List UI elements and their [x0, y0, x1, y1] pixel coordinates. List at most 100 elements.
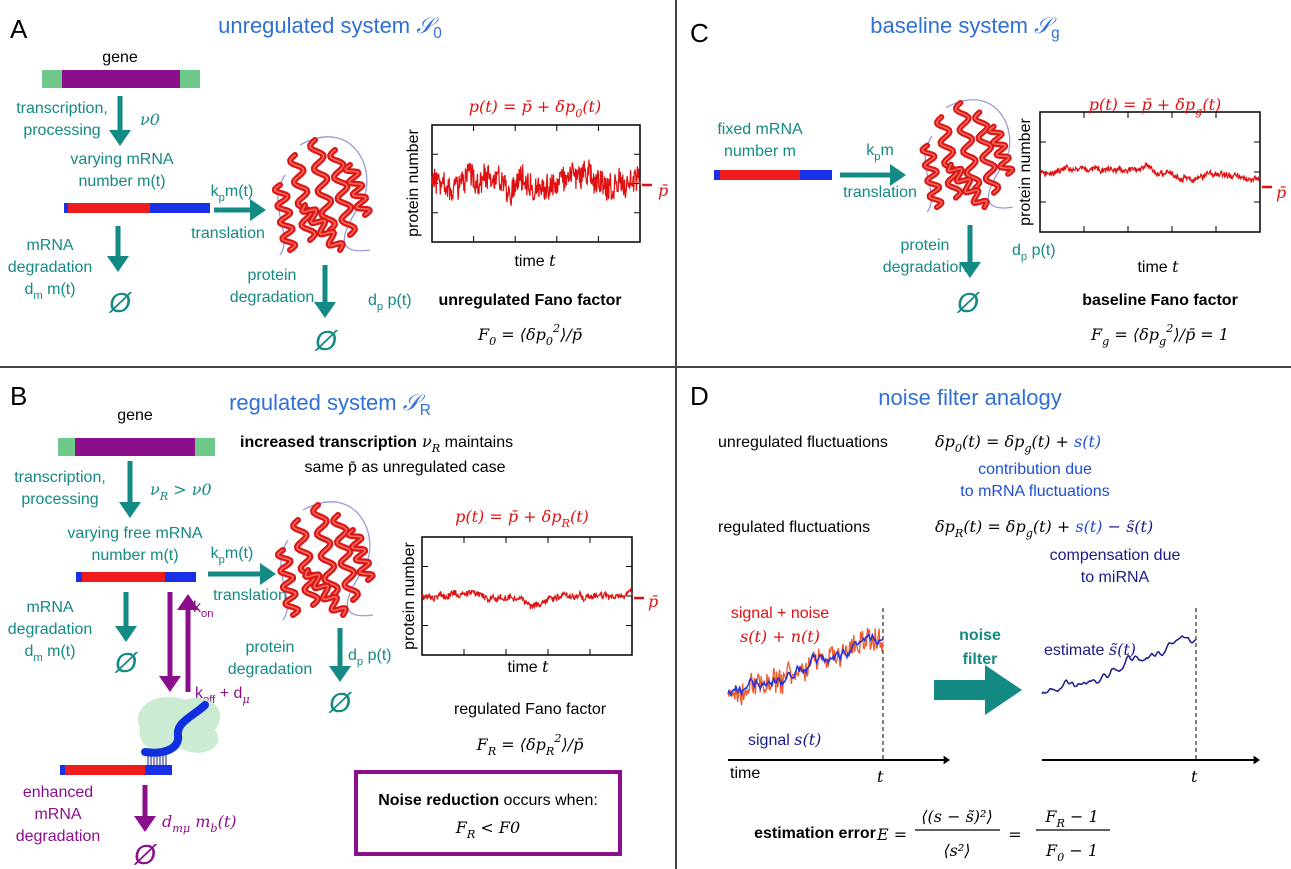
- sequence-segment: [145, 765, 172, 775]
- math-part: ⟩/p̄ = 1: [1172, 325, 1229, 344]
- math-label: ⟨(s − s̃)²⟩: [921, 807, 992, 826]
- protein-helix-shade: [988, 125, 1014, 175]
- fano-title: regulated Fano factor: [454, 701, 607, 718]
- math-part: F: [455, 818, 468, 837]
- protein-helix-shade: [274, 184, 296, 251]
- math-part: (t) = δp: [962, 432, 1024, 451]
- label: enhanced: [23, 784, 93, 801]
- math-part: ⟩/p̄: [560, 735, 583, 754]
- label: degradation: [230, 289, 315, 306]
- math-label: FR − 1: [1044, 807, 1098, 830]
- protein-helix-shade: [289, 154, 316, 241]
- label: regulated fluctuations: [718, 519, 870, 536]
- math-label: kpm(t): [211, 183, 254, 204]
- pbar-label: p̄: [1276, 183, 1286, 202]
- math-part: R: [420, 402, 431, 419]
- axis-label: protein number: [401, 542, 418, 650]
- panel-letter: D: [690, 381, 709, 411]
- label: same p̄ as unregulated case: [304, 459, 505, 476]
- math-part: g: [1026, 527, 1033, 540]
- math-part: 0: [150, 110, 160, 129]
- math-part: p(t): [1027, 242, 1055, 259]
- arrow-head: [314, 302, 336, 318]
- protein-helix-shade: [312, 504, 339, 596]
- protein-helix-shade: [947, 163, 988, 209]
- math-part: k: [211, 183, 220, 200]
- protein-helix-shade: [304, 569, 347, 616]
- signal: [727, 632, 884, 698]
- math-label: E =: [876, 825, 907, 844]
- math-part: m: [33, 652, 42, 664]
- math-label: FR < F0: [455, 818, 520, 841]
- sequence-segment: [82, 572, 165, 582]
- math-part: 0: [575, 107, 582, 120]
- null-symbol: Ø: [108, 287, 133, 318]
- math-part: ⟩/p̄: [559, 325, 582, 344]
- math-part: p(t) = p̄ + δp: [1089, 95, 1195, 114]
- protein-helix-shade: [936, 116, 962, 199]
- label: mRNA: [26, 237, 73, 254]
- math-part: m: [880, 142, 893, 159]
- math-part: ν: [140, 110, 150, 129]
- label: processing: [21, 491, 98, 508]
- protein-helix-shade: [332, 514, 359, 601]
- math-part: m: [33, 290, 42, 302]
- protein-helix-shade: [974, 111, 1000, 194]
- math-part: g: [1102, 335, 1109, 348]
- math-part: 0: [1057, 851, 1064, 864]
- math-part: (t): [570, 507, 589, 526]
- math-part: δp: [935, 432, 955, 451]
- sequence-segment: [180, 70, 200, 88]
- math-part: b: [210, 822, 217, 835]
- math-part: p: [219, 192, 225, 204]
- math-label: koff + dμ: [195, 685, 250, 706]
- label: translation: [843, 184, 917, 201]
- pbar-label: p̄: [658, 181, 668, 200]
- math-part: p: [357, 656, 363, 668]
- math-part: = ⟨δp: [1109, 325, 1159, 344]
- sequence-segment: [68, 203, 150, 213]
- math-part: time: [1137, 259, 1172, 276]
- condition-box: [354, 770, 622, 856]
- sequence-segment: [64, 203, 68, 213]
- math-part: ν: [150, 480, 160, 499]
- math-label: p(t) = p̄ + δpg(t): [1089, 95, 1222, 118]
- math-label: Noise reduction occurs when:: [378, 792, 598, 809]
- math-label: time t: [514, 251, 556, 270]
- math-part: ν: [417, 432, 432, 451]
- protein-helix-shade: [347, 529, 374, 581]
- math-part: m(t): [225, 545, 253, 562]
- label: translation: [213, 587, 287, 604]
- math-part: g: [1051, 25, 1060, 42]
- math-part: signal: [748, 732, 794, 749]
- math-label: dm m(t): [24, 643, 75, 664]
- math-part: F: [1045, 841, 1058, 860]
- math-part: s(t): [1075, 517, 1102, 536]
- arrow-head: [890, 164, 906, 186]
- math-label: kon: [193, 599, 213, 620]
- estimate: [1041, 635, 1197, 695]
- label: signal + noise: [731, 605, 829, 622]
- math-part: k: [193, 599, 202, 616]
- arrow-head: [134, 816, 156, 832]
- fano-title: unregulated Fano factor: [438, 292, 621, 309]
- math-part: (t): [218, 812, 237, 831]
- arrow-head: [107, 256, 129, 272]
- math-label: signal s(t): [748, 730, 821, 749]
- arrow-head: [115, 626, 137, 642]
- null-symbol: Ø: [328, 687, 353, 718]
- math-label: F0 − 1: [1045, 841, 1098, 864]
- math-part: F: [477, 325, 490, 344]
- math-part: p: [377, 301, 383, 313]
- label: to miRNA: [1081, 569, 1150, 586]
- math-part: F: [1044, 807, 1057, 826]
- math-label: unregulated system 𝒮0: [218, 13, 442, 42]
- arrow-head: [959, 262, 981, 278]
- label: processing: [23, 122, 100, 139]
- arrow-head: [159, 676, 181, 692]
- axis-label: protein number: [405, 129, 422, 237]
- math-part: d: [368, 292, 377, 309]
- math-part: estimate: [1044, 642, 1109, 659]
- sequence-segment: [720, 170, 800, 180]
- panel-letter: A: [10, 14, 28, 44]
